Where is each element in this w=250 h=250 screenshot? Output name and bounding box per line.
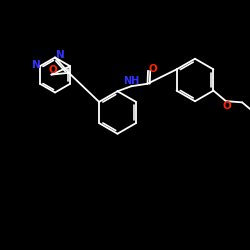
Text: O: O (48, 65, 57, 75)
Text: N: N (32, 60, 40, 70)
Text: N: N (56, 50, 65, 60)
Text: O: O (148, 64, 157, 74)
Text: O: O (222, 101, 231, 111)
Text: NH: NH (122, 76, 139, 86)
